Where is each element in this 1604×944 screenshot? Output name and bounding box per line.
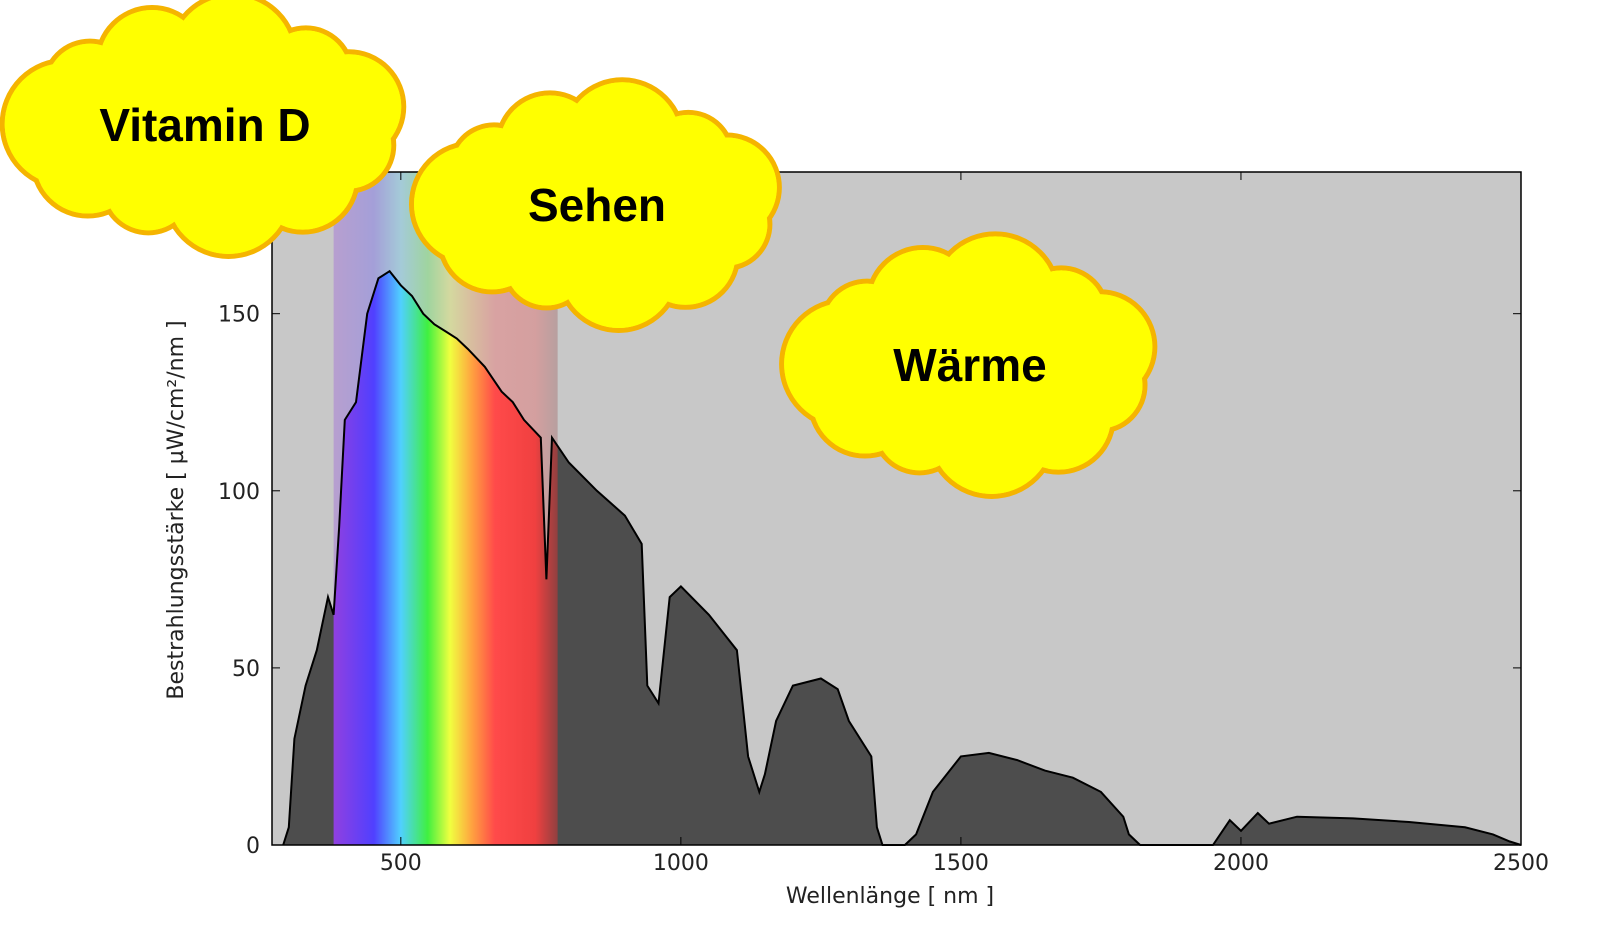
cloud: Vitamin D <box>0 0 407 259</box>
x-tick-label: 500 <box>380 851 422 876</box>
x-tick-label: 1000 <box>653 851 709 876</box>
cloud-core <box>60 53 360 197</box>
cloud-core <box>840 293 1110 437</box>
x-tick-label: 2000 <box>1213 851 1269 876</box>
y-tick-label: 50 <box>232 657 260 682</box>
x-tick-label: 1500 <box>933 851 989 876</box>
y-tick-label: 100 <box>218 480 260 505</box>
annotation: Vitamin D <box>99 99 310 151</box>
cloud: Sehen <box>409 77 782 333</box>
y-tick-label: 150 <box>218 303 260 328</box>
y-tick-label: 0 <box>246 834 260 859</box>
annotation: Sehen <box>528 179 666 231</box>
annotations: Vitamin D Sehen Wärme <box>0 0 1158 499</box>
cloud: Wärme <box>779 231 1158 499</box>
plot-frame <box>271 171 1522 846</box>
annotation: Wärme <box>893 339 1046 391</box>
area-fill <box>283 271 1522 845</box>
x-axis-label: Wellenlänge [ nm ] <box>786 884 994 909</box>
x-tick-label: 2500 <box>1493 851 1549 876</box>
y-axis-label: Bestrahlungsstärke [ µW/cm²/nm ] <box>164 320 189 699</box>
cloud-core <box>467 136 737 274</box>
